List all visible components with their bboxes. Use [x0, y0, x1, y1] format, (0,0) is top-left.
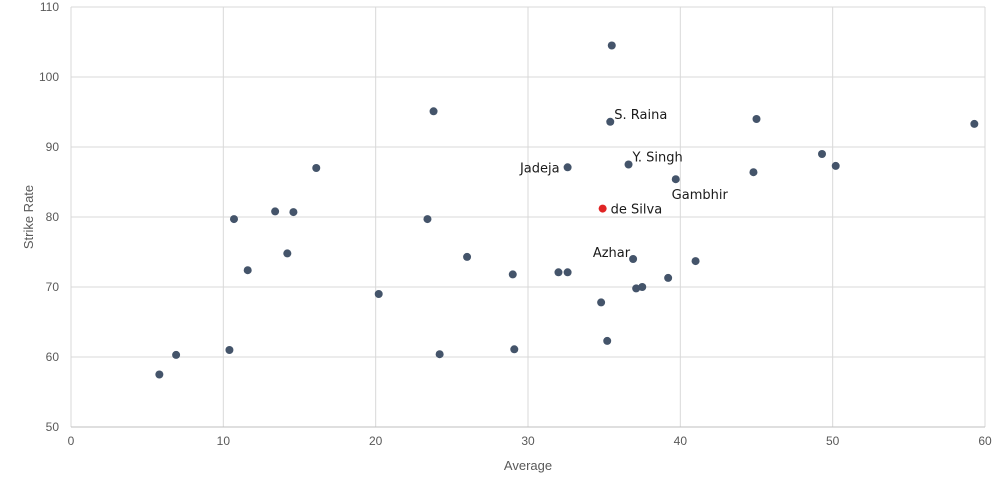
point-label: Jadeja: [519, 161, 560, 176]
x-tick-label: 0: [68, 434, 75, 448]
data-point: [271, 207, 280, 216]
x-axis-title: Average: [504, 458, 552, 473]
y-tick-label: 70: [46, 280, 60, 294]
data-point: [283, 249, 292, 258]
x-tick-label: 20: [369, 434, 383, 448]
data-point-de-silva: [598, 204, 607, 213]
data-point: [289, 208, 298, 217]
data-point-y-singh: [624, 160, 633, 169]
y-tick-label: 50: [46, 420, 60, 434]
point-label: Gambhir: [672, 188, 729, 203]
data-point: [429, 107, 438, 116]
data-point: [463, 252, 472, 261]
gridlines: [70, 6, 986, 428]
data-point: [607, 41, 616, 50]
data-point-gambhir: [671, 175, 680, 184]
y-tick-label: 60: [46, 350, 60, 364]
data-point: [597, 298, 606, 307]
point-label: de Silva: [611, 203, 663, 218]
data-point: [435, 350, 444, 359]
data-point: [510, 345, 519, 354]
data-point: [423, 215, 432, 224]
y-axis-title: Strike Rate: [21, 185, 36, 249]
data-point: [155, 370, 164, 379]
data-point: [752, 115, 761, 123]
x-tick-label: 10: [217, 434, 231, 448]
data-point: [508, 270, 517, 279]
data-point: [172, 350, 181, 359]
y-tick-label: 110: [40, 0, 59, 14]
data-point: [749, 168, 758, 177]
data-point-azhar: [629, 255, 638, 263]
x-tick-label: 60: [978, 434, 992, 448]
data-point: [563, 268, 572, 277]
data-point: [229, 215, 238, 224]
point-label: S. Raina: [614, 108, 667, 123]
x-tick-label: 40: [674, 434, 688, 448]
y-tick-label: 80: [46, 210, 60, 224]
data-point: [554, 268, 563, 277]
data-point: [664, 273, 673, 282]
y-tick-label: 100: [39, 70, 59, 84]
x-tick-labels: 0 10 20 30 40 50 60: [68, 434, 992, 448]
x-tick-label: 50: [826, 434, 840, 448]
data-point: [831, 161, 840, 170]
data-point-jadeja: [563, 163, 572, 172]
data-point: [225, 346, 234, 354]
data-point-s-raina: [606, 117, 615, 126]
data-point: [970, 119, 979, 128]
y-tick-label: 90: [46, 140, 60, 154]
data-points: [155, 41, 979, 379]
point-label: Azhar: [593, 246, 631, 261]
data-point: [243, 266, 252, 275]
point-annotations: Jadeja S. Raina Y. Singh Azhar Gambhir de Sil…: [519, 108, 729, 261]
x-tick-label: 30: [521, 434, 535, 448]
data-point: [691, 257, 700, 266]
data-point: [818, 150, 827, 158]
data-point: [374, 290, 383, 298]
data-point: [603, 336, 612, 345]
data-point: [312, 164, 321, 172]
point-label: Y. Singh: [632, 151, 683, 166]
y-tick-labels: 50 60 70 80 90 100 110: [39, 0, 59, 434]
data-point: [632, 284, 641, 293]
data-point: [638, 283, 647, 291]
